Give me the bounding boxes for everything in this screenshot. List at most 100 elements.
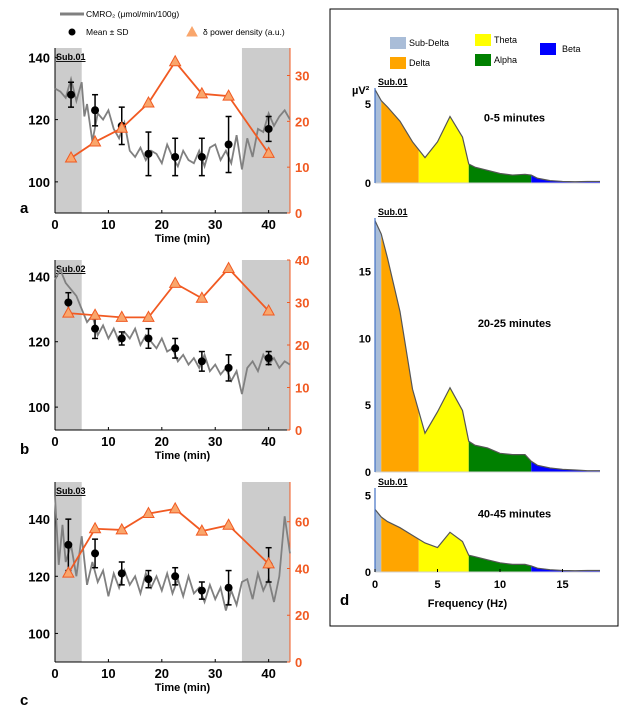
mean-point	[64, 540, 73, 549]
mean-point	[144, 149, 153, 158]
top-legend: CMRO₂ (μmol/min/100g) Mean ± SD δ power …	[60, 9, 285, 37]
y-tick-label-left: 120	[28, 113, 50, 128]
cmro2-trace	[54, 75, 291, 170]
mean-legend-marker	[68, 28, 76, 36]
delta-power-marker	[142, 310, 155, 322]
band-fill-sub-delta	[375, 509, 382, 572]
psd-x-tick-label: 10	[494, 579, 506, 591]
y-tick-label-right: 10	[295, 160, 309, 175]
y-tick-label-right: 20	[295, 338, 309, 353]
delta-power-marker	[262, 556, 275, 569]
y-tick-label-left: 100	[28, 626, 50, 641]
y-tick-label-left: 120	[28, 569, 50, 584]
band-fill-sub-delta	[375, 89, 382, 183]
x-tick-label: 40	[261, 666, 275, 681]
band-fill-beta	[531, 461, 600, 472]
delta-power-marker	[222, 261, 235, 273]
delta-power-marker	[195, 524, 209, 536]
mean-point	[117, 569, 126, 578]
mean-point	[144, 334, 153, 343]
y-tick-label-right: 40	[295, 253, 309, 268]
psd-panel-1: 0 5 Sub.01 0-5 minutes	[365, 77, 600, 190]
x-tick-label: 0	[51, 434, 58, 449]
y-tick-label-left: 120	[28, 335, 50, 350]
subject-label: Sub.01	[56, 52, 86, 62]
subject-label: Sub.03	[56, 486, 86, 496]
delta-power-marker	[115, 310, 129, 322]
y-tick-label-right: 40	[295, 561, 309, 576]
psd-y-tick-label: 15	[359, 266, 371, 278]
band-fill-theta	[418, 387, 469, 472]
delta-power-marker	[62, 566, 75, 578]
mean-point	[171, 344, 180, 353]
delta-power-line	[67, 507, 270, 574]
mean-point	[144, 575, 153, 584]
delta-power-marker	[64, 150, 78, 163]
shaded-region	[55, 48, 82, 213]
y-tick-label-right: 0	[295, 655, 302, 670]
y-tick-label-right: 10	[295, 381, 309, 396]
y-tick-label-left: 140	[28, 512, 50, 527]
x-tick-label: 40	[261, 217, 275, 232]
alpha-swatch	[475, 54, 491, 66]
delta-power-marker	[142, 95, 155, 108]
delta-power-marker	[195, 291, 209, 303]
y-tick-label-right: 20	[295, 608, 309, 623]
delta-power-marker	[88, 134, 102, 147]
theta-legend-label: Theta	[494, 35, 517, 45]
psd-y-tick-label: 5	[365, 400, 371, 412]
y-tick-label-left: 100	[28, 400, 50, 415]
mean-point	[264, 354, 273, 363]
delta-power-marker	[168, 276, 182, 288]
y-tick-label-right: 30	[295, 296, 309, 311]
psd-subject-label: Sub.01	[378, 207, 408, 217]
time-panel-b: 0 10 20 30 40 Time (min) 100 120 140 0 10 20 30 40 Sub…	[28, 253, 309, 462]
psd-y-tick-label: 0	[365, 467, 371, 479]
mean-point	[64, 298, 73, 307]
y-tick-label-right: 20	[295, 114, 309, 129]
psd-x-tick-label: 5	[434, 579, 440, 591]
psd-x-tick-label: 15	[556, 579, 568, 591]
x-tick-label: 30	[208, 217, 222, 232]
psd-x-tick-label: 0	[372, 579, 378, 591]
mean-point	[91, 549, 100, 558]
sub-delta-legend-label: Sub-Delta	[409, 38, 449, 48]
band-fill-sub-delta	[375, 220, 382, 472]
psd-y-tick-label: 0	[365, 567, 371, 579]
panel-label-c: c	[20, 692, 28, 709]
delta-power-marker	[222, 89, 235, 101]
psd-y-tick-label: 10	[359, 333, 371, 345]
mean-point	[91, 106, 100, 115]
delta-legend-label: δ power density (a.u.)	[203, 27, 285, 37]
band-fill-theta	[418, 116, 469, 183]
x-tick-label: 20	[155, 217, 169, 232]
shaded-region	[55, 260, 82, 430]
x-tick-label: 10	[101, 434, 115, 449]
time-panel-c: 0 10 20 30 40 Time (min) 100 120 140 0 20 40 60 Sub.0…	[28, 482, 309, 694]
x-tick-label: 30	[208, 666, 222, 681]
spectrum-outline	[374, 220, 600, 472]
beta-legend-label: Beta	[562, 44, 581, 54]
psd-panels: 0 5 Sub.01 0-5 minutes 0 5 10 15 Sub.01 20-25 min…	[359, 77, 600, 610]
band-legend: Sub-Delta Delta Theta Alpha Beta	[390, 34, 581, 69]
shaded-region	[241, 260, 290, 430]
band-fill-beta	[531, 565, 600, 572]
psd-x-axis-label: Frequency (Hz)	[428, 598, 508, 610]
y-tick-label-right: 0	[295, 206, 302, 221]
mean-point	[264, 124, 273, 133]
y-tick-label-left: 140	[28, 50, 50, 65]
y-tick-label-right: 30	[295, 69, 309, 84]
mean-point	[197, 586, 206, 595]
delta-power-marker	[62, 306, 75, 318]
beta-swatch	[540, 43, 556, 55]
mean-point	[224, 363, 233, 372]
band-fill-alpha	[468, 441, 532, 472]
x-tick-label: 30	[208, 434, 222, 449]
delta-power-marker	[88, 308, 102, 320]
x-axis-label: Time (min)	[155, 233, 211, 245]
mean-point	[224, 140, 233, 149]
mean-legend-label: Mean ± SD	[86, 27, 128, 37]
theta-swatch	[475, 34, 491, 46]
